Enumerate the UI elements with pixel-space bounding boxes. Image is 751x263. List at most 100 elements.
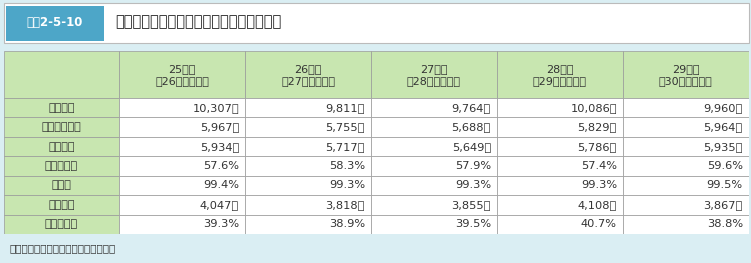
- FancyBboxPatch shape: [623, 98, 749, 117]
- FancyBboxPatch shape: [497, 98, 623, 117]
- FancyBboxPatch shape: [119, 51, 245, 98]
- Text: 99.3%: 99.3%: [455, 180, 491, 190]
- FancyBboxPatch shape: [119, 137, 245, 156]
- FancyBboxPatch shape: [623, 195, 749, 215]
- FancyBboxPatch shape: [371, 156, 497, 176]
- Text: 29年度
（30年３月卒）: 29年度 （30年３月卒）: [659, 64, 713, 85]
- Text: 5,717人: 5,717人: [326, 141, 365, 151]
- Text: 進学者割合: 進学者割合: [45, 219, 78, 229]
- Text: 5,755人: 5,755人: [326, 122, 365, 132]
- FancyBboxPatch shape: [245, 215, 371, 234]
- Text: 39.5%: 39.5%: [455, 219, 491, 229]
- Text: 卒業者数: 卒業者数: [48, 103, 75, 113]
- Text: 9,764人: 9,764人: [452, 103, 491, 113]
- FancyBboxPatch shape: [497, 117, 623, 137]
- FancyBboxPatch shape: [497, 215, 623, 234]
- FancyBboxPatch shape: [119, 215, 245, 234]
- Text: 10,086人: 10,086人: [570, 103, 617, 113]
- Text: 就職者割合: 就職者割合: [45, 161, 78, 171]
- Text: 99.3%: 99.3%: [329, 180, 365, 190]
- Text: 4,108人: 4,108人: [578, 200, 617, 210]
- Text: 38.8%: 38.8%: [707, 219, 743, 229]
- FancyBboxPatch shape: [371, 51, 497, 98]
- FancyBboxPatch shape: [623, 51, 749, 98]
- FancyBboxPatch shape: [497, 51, 623, 98]
- Text: 3,855人: 3,855人: [451, 200, 491, 210]
- Text: 99.3%: 99.3%: [581, 180, 617, 190]
- FancyBboxPatch shape: [119, 156, 245, 176]
- Text: 10,307人: 10,307人: [192, 103, 239, 113]
- FancyBboxPatch shape: [245, 98, 371, 117]
- FancyBboxPatch shape: [623, 156, 749, 176]
- FancyBboxPatch shape: [4, 195, 119, 215]
- Text: 26年度
（27年３月卒）: 26年度 （27年３月卒）: [281, 64, 335, 85]
- FancyBboxPatch shape: [371, 98, 497, 117]
- FancyBboxPatch shape: [119, 176, 245, 195]
- FancyBboxPatch shape: [6, 6, 104, 41]
- Text: 59.6%: 59.6%: [707, 161, 743, 171]
- Text: 99.5%: 99.5%: [707, 180, 743, 190]
- Text: 5,829人: 5,829人: [578, 122, 617, 132]
- FancyBboxPatch shape: [623, 117, 749, 137]
- FancyBboxPatch shape: [119, 117, 245, 137]
- Text: 5,786人: 5,786人: [578, 141, 617, 151]
- FancyBboxPatch shape: [497, 195, 623, 215]
- FancyBboxPatch shape: [371, 137, 497, 156]
- FancyBboxPatch shape: [623, 176, 749, 195]
- Text: 進学者数: 進学者数: [48, 200, 75, 210]
- Text: 39.3%: 39.3%: [203, 219, 239, 229]
- Text: 57.4%: 57.4%: [581, 161, 617, 171]
- FancyBboxPatch shape: [371, 117, 497, 137]
- FancyBboxPatch shape: [497, 156, 623, 176]
- FancyBboxPatch shape: [4, 3, 749, 43]
- Text: 99.4%: 99.4%: [204, 180, 239, 190]
- Text: 5,935人: 5,935人: [703, 141, 743, 151]
- FancyBboxPatch shape: [4, 137, 119, 156]
- Text: 図表2-5-10: 図表2-5-10: [26, 16, 83, 29]
- Text: 就職希望者数: 就職希望者数: [41, 122, 81, 132]
- Text: （出典）文部科学省「学校基本統計」: （出典）文部科学省「学校基本統計」: [10, 244, 116, 254]
- Text: 57.9%: 57.9%: [455, 161, 491, 171]
- Text: 27年度
（28年３月卒）: 27年度 （28年３月卒）: [407, 64, 461, 85]
- FancyBboxPatch shape: [623, 215, 749, 234]
- FancyBboxPatch shape: [4, 215, 119, 234]
- Text: 5,649人: 5,649人: [452, 141, 491, 151]
- FancyBboxPatch shape: [245, 117, 371, 137]
- FancyBboxPatch shape: [245, 176, 371, 195]
- Text: 40.7%: 40.7%: [581, 219, 617, 229]
- FancyBboxPatch shape: [4, 98, 119, 117]
- FancyBboxPatch shape: [497, 176, 623, 195]
- FancyBboxPatch shape: [119, 98, 245, 117]
- Text: 5,967人: 5,967人: [200, 122, 239, 132]
- Text: 57.6%: 57.6%: [204, 161, 239, 171]
- FancyBboxPatch shape: [4, 156, 119, 176]
- Text: 58.3%: 58.3%: [329, 161, 365, 171]
- Text: 9,960人: 9,960人: [704, 103, 743, 113]
- Text: 9,811人: 9,811人: [326, 103, 365, 113]
- FancyBboxPatch shape: [4, 176, 119, 195]
- FancyBboxPatch shape: [497, 137, 623, 156]
- FancyBboxPatch shape: [245, 156, 371, 176]
- Text: 就職率: 就職率: [52, 180, 71, 190]
- FancyBboxPatch shape: [371, 195, 497, 215]
- Text: 3,867人: 3,867人: [704, 200, 743, 210]
- Text: 38.9%: 38.9%: [329, 219, 365, 229]
- Text: 28年度
（29年３月卒）: 28年度 （29年３月卒）: [533, 64, 587, 85]
- FancyBboxPatch shape: [245, 51, 371, 98]
- FancyBboxPatch shape: [371, 215, 497, 234]
- FancyBboxPatch shape: [4, 117, 119, 137]
- FancyBboxPatch shape: [371, 176, 497, 195]
- Text: 5,688人: 5,688人: [451, 122, 491, 132]
- Text: 5,934人: 5,934人: [200, 141, 239, 151]
- FancyBboxPatch shape: [119, 195, 245, 215]
- Text: 4,047人: 4,047人: [200, 200, 239, 210]
- Text: 25年度
（26年３月卒）: 25年度 （26年３月卒）: [155, 64, 209, 85]
- Text: 3,818人: 3,818人: [326, 200, 365, 210]
- Text: 5,964人: 5,964人: [704, 122, 743, 132]
- FancyBboxPatch shape: [4, 51, 119, 98]
- Text: 高等専門学校本科卒業者の進路状況の推移: 高等専門学校本科卒業者の進路状況の推移: [115, 14, 281, 30]
- FancyBboxPatch shape: [245, 137, 371, 156]
- Text: 就職者数: 就職者数: [48, 141, 75, 151]
- FancyBboxPatch shape: [623, 137, 749, 156]
- FancyBboxPatch shape: [245, 195, 371, 215]
